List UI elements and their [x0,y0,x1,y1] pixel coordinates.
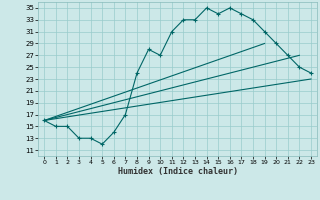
X-axis label: Humidex (Indice chaleur): Humidex (Indice chaleur) [118,167,238,176]
